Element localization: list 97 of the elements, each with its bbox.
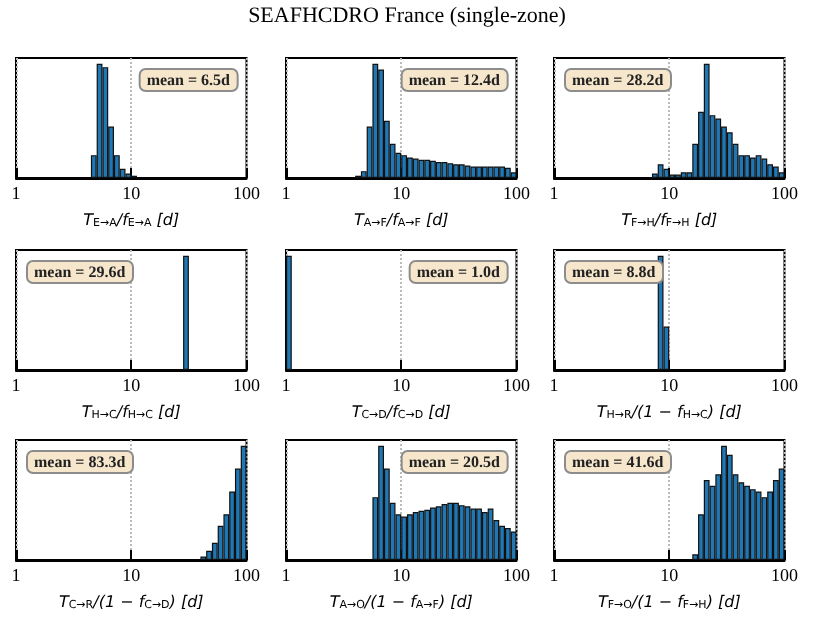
- x-tick-label: 1: [549, 183, 559, 203]
- bar: [504, 167, 511, 178]
- x-tick-label: 10: [122, 375, 142, 395]
- x-tick-label: 10: [392, 183, 412, 203]
- bar: [744, 155, 750, 178]
- x-tick-label: 10: [392, 565, 412, 585]
- bar: [721, 126, 727, 178]
- x-tick-label: 1: [281, 183, 291, 203]
- x-tick-label: 10: [660, 375, 680, 395]
- x-tick-label: 100: [233, 375, 261, 395]
- bar: [401, 516, 408, 560]
- annotation: mean = 6.5d: [146, 71, 232, 89]
- bar: [407, 514, 413, 560]
- annotation: mean = 83.3d: [34, 453, 127, 471]
- annotation: mean = 29.6d: [34, 263, 127, 281]
- bar: [458, 164, 465, 178]
- bar: [453, 164, 459, 178]
- x-tick-label: 1: [11, 375, 21, 395]
- bar: [487, 508, 494, 560]
- bar: [470, 166, 477, 178]
- bar: [657, 164, 664, 178]
- x-tick-label: 1: [281, 375, 291, 395]
- bar: [430, 160, 436, 178]
- bar: [749, 489, 756, 560]
- bar: [476, 508, 482, 560]
- bar: [407, 157, 413, 178]
- bar: [721, 445, 727, 560]
- x-tick-label: 1: [549, 375, 559, 395]
- x-tick-label: 1: [281, 565, 291, 585]
- bar: [424, 509, 431, 560]
- bar: [493, 166, 500, 178]
- x-tick-label: 10: [122, 183, 142, 203]
- bar: [715, 118, 722, 178]
- x-tick-label: 100: [233, 565, 261, 585]
- bar: [744, 485, 750, 560]
- bar: [447, 502, 454, 560]
- bar: [424, 159, 431, 178]
- x-tick-label: 100: [233, 183, 261, 203]
- annotation: mean = 28.2d: [572, 71, 665, 89]
- x-tick-label: 100: [503, 565, 531, 585]
- bar: [453, 502, 459, 560]
- bar: [767, 164, 773, 178]
- bar: [761, 497, 768, 560]
- chart-title: SEAFHCDRO France (single-zone): [246, 4, 568, 28]
- bar: [481, 512, 488, 560]
- bar: [447, 163, 454, 178]
- bar: [435, 162, 442, 178]
- bar: [435, 506, 442, 560]
- x-tick-label: 1: [11, 565, 21, 585]
- bar: [663, 168, 670, 178]
- x-tick-label: 100: [771, 375, 799, 395]
- x-tick-label: 100: [771, 565, 799, 585]
- bar: [778, 468, 785, 560]
- bar: [504, 528, 511, 560]
- x-tick-label: 10: [660, 183, 680, 203]
- bar: [703, 63, 710, 178]
- annotation: mean = 8.8d: [572, 263, 657, 281]
- bar: [378, 69, 384, 178]
- bar: [378, 445, 384, 560]
- bar: [499, 166, 505, 178]
- x-tick-label: 1: [549, 565, 559, 585]
- bar: [749, 157, 756, 178]
- bar: [395, 152, 402, 178]
- x-tick-label: 10: [122, 565, 142, 585]
- x-tick-label: 10: [660, 565, 680, 585]
- bar: [510, 531, 517, 560]
- bar: [510, 172, 517, 178]
- bar: [499, 525, 505, 560]
- bar: [778, 172, 785, 178]
- bar: [464, 165, 471, 178]
- bar: [755, 155, 762, 178]
- annotation: mean = 20.5d: [408, 453, 502, 471]
- bar: [481, 166, 488, 178]
- x-tick-label: 10: [392, 375, 412, 395]
- bar: [418, 159, 425, 178]
- bar: [703, 480, 710, 560]
- bar: [476, 166, 482, 178]
- x-tick-label: 100: [503, 375, 531, 395]
- bar: [102, 67, 109, 178]
- bar: [726, 132, 733, 178]
- x-tick-label: 100: [771, 183, 799, 203]
- bar: [470, 508, 477, 560]
- x-tick-label: 100: [503, 183, 531, 203]
- bar: [418, 510, 425, 560]
- bar: [726, 454, 733, 560]
- x-tick-label: 1: [11, 183, 21, 203]
- annotation: mean = 41.6d: [572, 453, 665, 471]
- annotation: mean = 12.4d: [408, 71, 502, 89]
- bar: [372, 63, 379, 178]
- bar: [401, 155, 408, 178]
- bar: [772, 166, 779, 178]
- annotation: mean = 1.0d: [416, 263, 502, 281]
- bar: [458, 505, 465, 560]
- bar: [738, 482, 745, 560]
- bar: [680, 172, 687, 178]
- bar: [430, 507, 436, 560]
- bar: [761, 158, 768, 178]
